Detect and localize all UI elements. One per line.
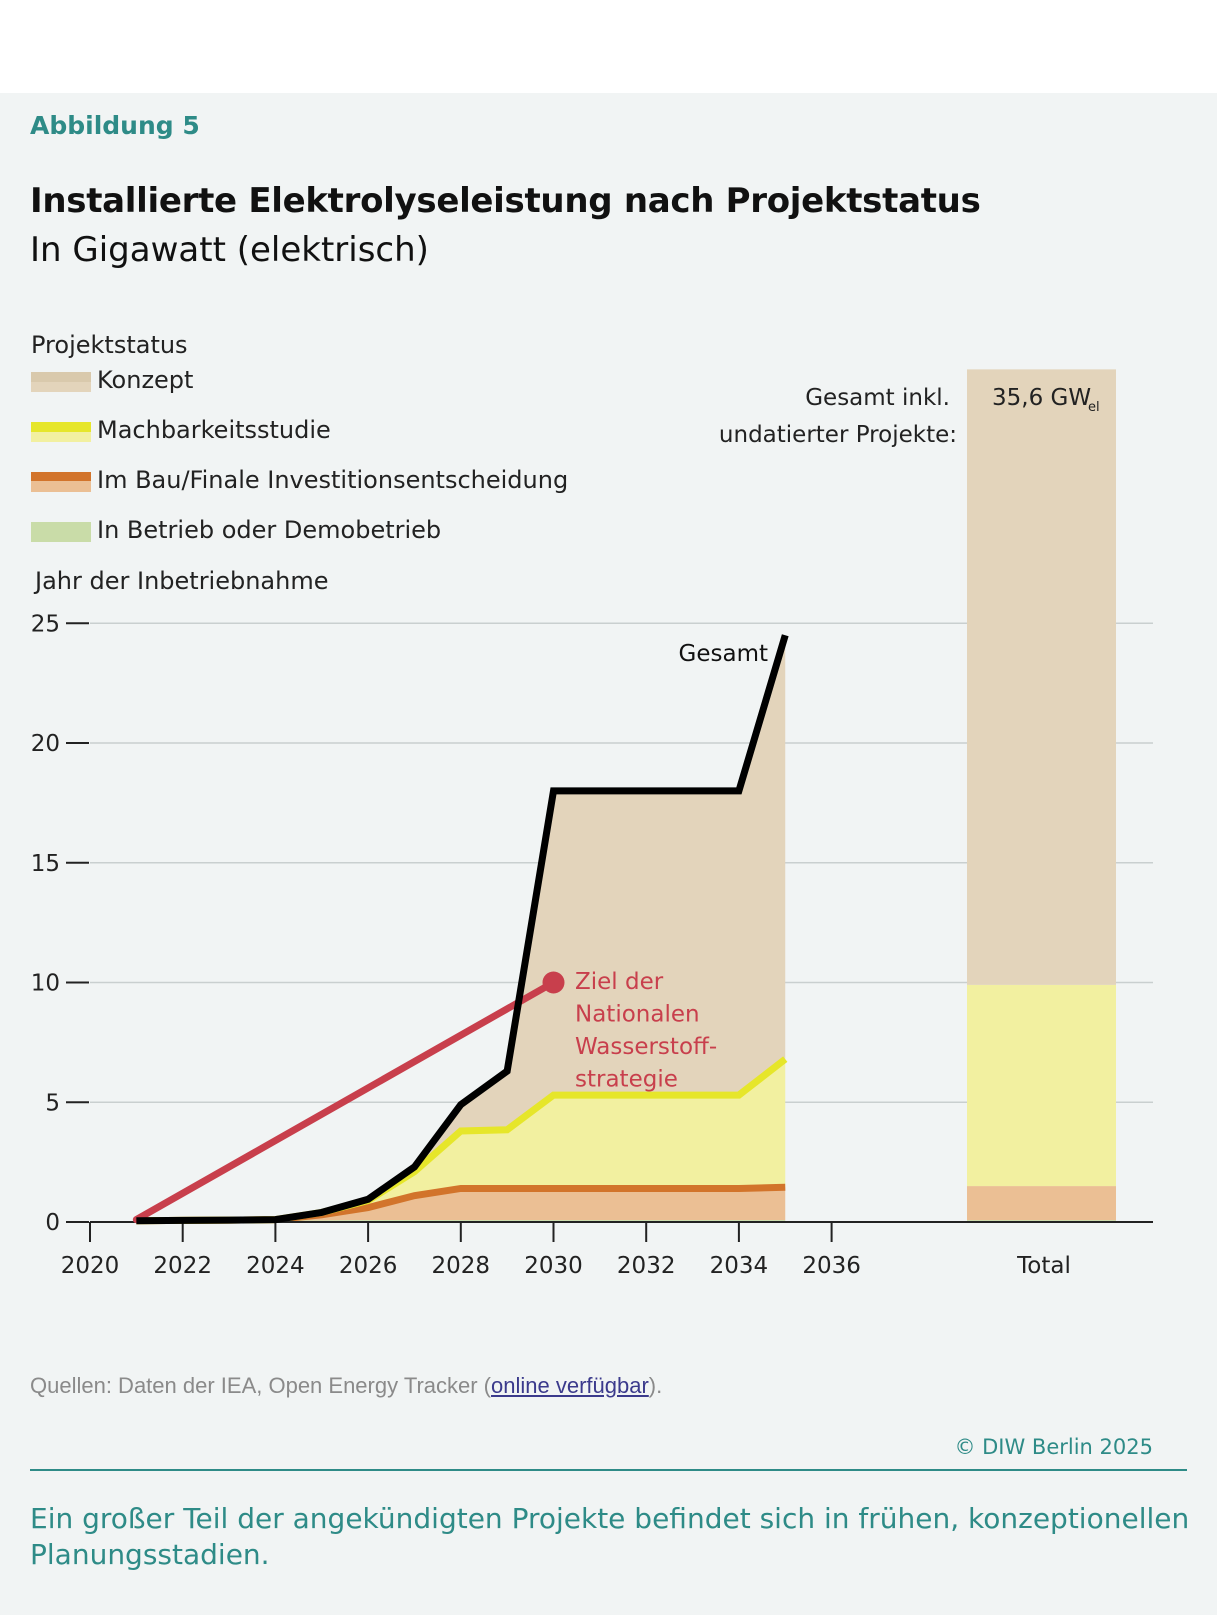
total-bar-segment (967, 1186, 1116, 1221)
x-tick-label: 2032 (617, 1253, 676, 1279)
x-tick-label: 2020 (61, 1253, 120, 1279)
y-tick-label: 5 (45, 1090, 60, 1116)
legend-label: Konzept (97, 366, 194, 394)
x-tick-label: 2036 (802, 1253, 861, 1279)
total-note-line: undatierter Projekte: (719, 422, 957, 448)
legend-swatch (31, 522, 91, 542)
source-suffix: ). (648, 1373, 663, 1398)
legend-label: Im Bau/Finale Investitionsentscheidung (97, 466, 569, 494)
x-tick-label: 2026 (339, 1253, 398, 1279)
y-tick-label: 20 (31, 731, 60, 757)
y-axis-label: Jahr der Inbetriebnahme (33, 567, 329, 595)
figure-panel: Abbildung 5 Installierte Elektrolyseleis… (0, 93, 1217, 1615)
y-tick-label: 10 (31, 971, 60, 997)
target-label-line: strategie (575, 1067, 678, 1093)
target-point (542, 971, 565, 994)
legend-swatch (31, 472, 91, 492)
chart-subtitle: In Gigawatt (elektrisch) (30, 230, 429, 270)
legend-label: In Betrieb oder Demobetrieb (97, 516, 442, 544)
legend-swatch (31, 422, 91, 442)
x-tick-label: 2022 (153, 1253, 212, 1279)
caption: Ein großer Teil der angekündigten Projek… (30, 1502, 1190, 1571)
total-value-label: 35,6 GW (992, 385, 1091, 411)
target-label-line: Nationalen (575, 1002, 700, 1028)
copyright: © DIW Berlin 2025 (954, 1435, 1153, 1459)
source-prefix: Quellen: Daten der IEA, Open Energy Trac… (30, 1373, 492, 1398)
chart-title: Installierte Elektrolyseleistung nach Pr… (30, 181, 981, 221)
total-bar-segment (967, 369, 1116, 985)
y-tick-label: 15 (31, 851, 60, 877)
divider (30, 1469, 1187, 1471)
total-note-line: Gesamt inkl. (805, 385, 950, 411)
y-tick-label: 25 (31, 611, 60, 637)
total-value-sub: el (1088, 400, 1100, 415)
figure-label: Abbildung 5 (30, 111, 200, 140)
area-3 (136, 635, 786, 1221)
area-1 (136, 1187, 786, 1222)
x-tick-label-total: Total (1016, 1253, 1071, 1279)
total-bar-segment (967, 984, 1116, 1187)
source-link[interactable]: online verfügbar (491, 1373, 649, 1398)
legend-swatch (31, 372, 91, 392)
total-line-label: Gesamt (679, 641, 768, 667)
chart-svg: Jahr der Inbetriebnahme 0 5 10 15 20 25 Total Ge… (31, 369, 1153, 1279)
x-tick-label: 2028 (432, 1253, 491, 1279)
area-2 (136, 1059, 786, 1221)
x-tick-label: 2030 (524, 1253, 583, 1279)
x-tick-label: 2024 (246, 1253, 305, 1279)
y-tick-label: 0 (45, 1210, 60, 1236)
total-line (136, 634, 789, 1225)
target-label-line: Ziel der (575, 969, 664, 995)
legend-title: Projektstatus (31, 331, 188, 359)
target-line (132, 979, 557, 1224)
legend-label: Machbarkeitsstudie (97, 416, 331, 444)
x-tick-label: 2034 (710, 1253, 769, 1279)
target-label-line: Wasserstoff- (575, 1034, 717, 1060)
source-note: Quellen: Daten der IEA, Open Energy Trac… (30, 1373, 662, 1399)
